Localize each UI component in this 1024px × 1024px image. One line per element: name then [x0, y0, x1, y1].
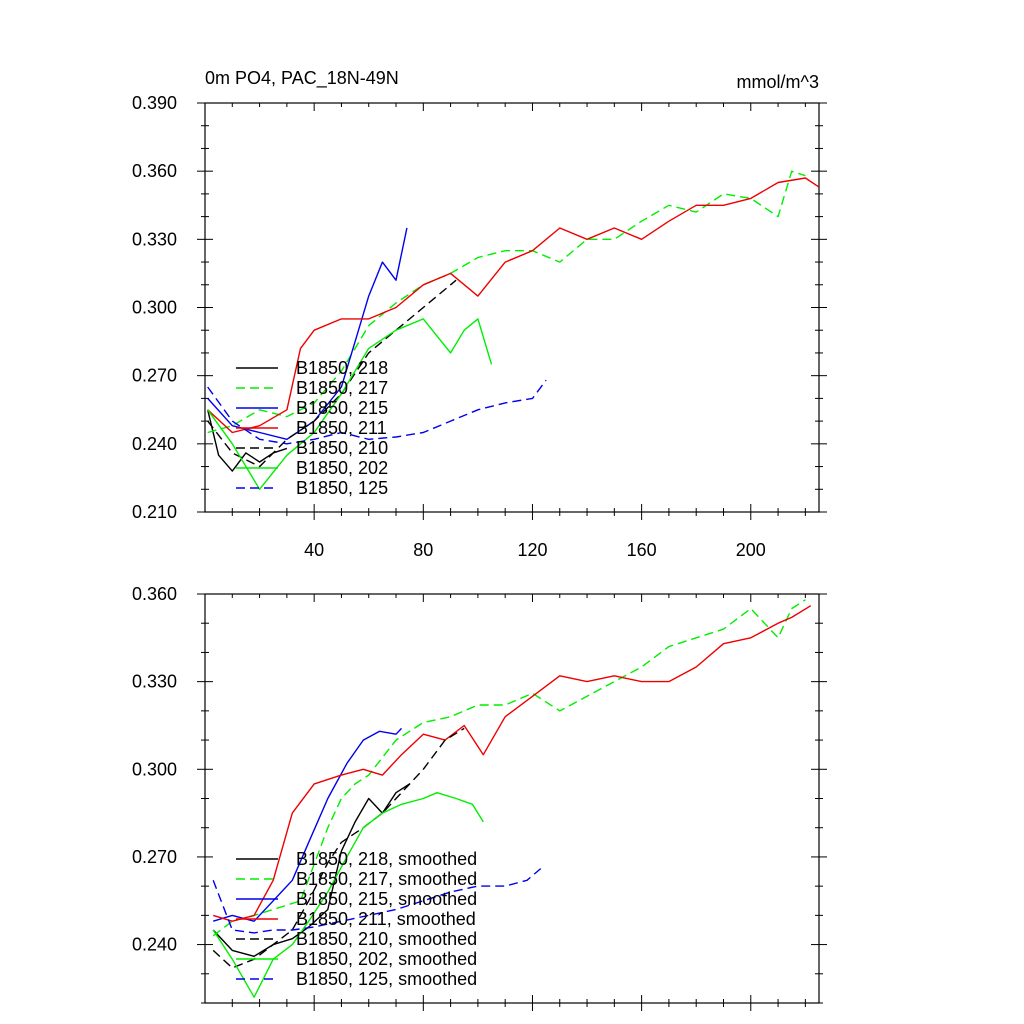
series-line: [207, 379, 547, 445]
legend-label: B1850, 218: [296, 358, 388, 378]
series-line: [212, 727, 465, 969]
y-tick-label: 0.240: [132, 434, 177, 454]
y-tick-label: 0.390: [132, 93, 177, 113]
legend-label: B1850, 125: [296, 478, 388, 498]
bottom-series-group: [212, 599, 812, 998]
x-tick-label: 40: [304, 540, 324, 560]
x-tick-label: 200: [736, 540, 766, 560]
legend-label: B1850, 210: [296, 438, 388, 458]
y-tick-label: 0.270: [132, 847, 177, 867]
legend-label: B1850, 218, smoothed: [296, 849, 477, 869]
x-tick-label: 80: [413, 540, 433, 560]
series-line: [212, 599, 806, 937]
y-tick-label: 0.300: [132, 759, 177, 779]
y-tick-label: 0.330: [132, 229, 177, 249]
legend-label: B1850, 210, smoothed: [296, 929, 477, 949]
legend-label: B1850, 217: [296, 378, 388, 398]
top-chart-units: mmol/m^3: [737, 72, 819, 92]
legend-label: B1850, 125, smoothed: [296, 969, 477, 989]
legend-label: B1850, 211, smoothed: [296, 909, 476, 929]
series-line: [207, 409, 288, 472]
series-line: [207, 318, 493, 490]
top-chart-title: 0m PO4, PAC_18N-49N: [205, 68, 399, 89]
series-line: [212, 605, 812, 922]
y-tick-label: 0.300: [132, 298, 177, 318]
legend-label: B1850, 217, smoothed: [296, 869, 477, 889]
legend-label: B1850, 215, smoothed: [296, 889, 477, 909]
series-line: [207, 227, 408, 440]
series-line: [212, 792, 484, 998]
series-line: [212, 868, 542, 934]
series-line: [207, 170, 806, 434]
series-line: [212, 727, 403, 922]
y-tick-label: 0.360: [132, 161, 177, 181]
y-tick-label: 0.360: [132, 584, 177, 604]
legend-label: B1850, 202: [296, 458, 388, 478]
y-tick-label: 0.210: [132, 502, 177, 522]
series-line: [207, 279, 457, 468]
series-line: [207, 177, 819, 434]
x-tick-label: 160: [627, 540, 657, 560]
y-tick-label: 0.330: [132, 672, 177, 692]
top-series-group: [207, 170, 819, 490]
bottom-plot: 0.240 0.270 0.300 0.330 0.360 B1850, 218, smo…: [132, 584, 827, 1011]
top-plot: 40 80 120 160 200 0.210 0.240 0.270 0.300 0.330 0.…: [132, 93, 827, 560]
y-tick-label: 0.270: [132, 366, 177, 386]
legend-label: B1850, 211: [296, 418, 387, 438]
legend-label: B1850, 202, smoothed: [296, 949, 477, 969]
y-tick-label: 0.240: [132, 935, 177, 955]
legend-label: B1850, 215: [296, 398, 388, 418]
x-tick-label: 120: [517, 540, 547, 560]
